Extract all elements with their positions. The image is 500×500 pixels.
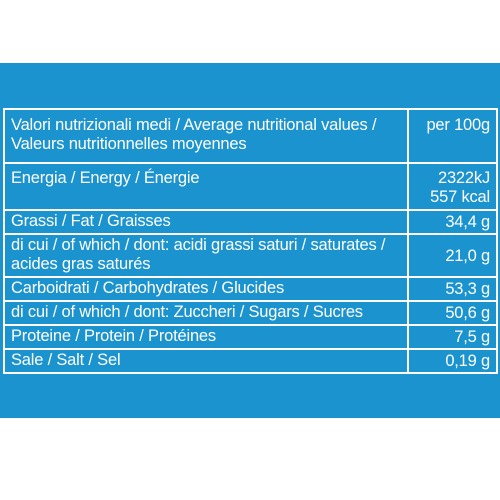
sugars-value: 50,6 g (407, 300, 498, 326)
header-label-line1: Valori nutrizionali medi / Average nutri… (11, 116, 377, 134)
protein-value: 7,5 g (407, 324, 498, 350)
header-label-cell: Valori nutrizionali medi / Average nutri… (3, 108, 409, 164)
energy-label: Energia / Energy / Énergie (3, 162, 409, 211)
table-row-protein: Proteine / Protein / Protéines 7,5 g (3, 324, 498, 350)
saturates-label-line1: di cui / of which / dont: acidi grassi s… (11, 236, 386, 254)
saturates-label-cell: di cui / of which / dont: acidi grassi s… (3, 233, 409, 278)
energy-value-cell: 2322kJ 557 kcal (407, 162, 498, 211)
table-row-saturates: di cui / of which / dont: acidi grassi s… (3, 233, 498, 278)
table-row-salt: Sale / Salt / Sel 0,19 g (3, 348, 498, 374)
header-label-line2: Valeurs nutritionnelles moyennes (11, 135, 247, 153)
carbohydrates-value: 53,3 g (407, 276, 498, 302)
energy-value-kj: 2322kJ (437, 169, 490, 187)
saturates-value: 21,0 g (407, 233, 498, 278)
header-value-cell: per 100g (407, 108, 498, 164)
table-header-row: Valori nutrizionali medi / Average nutri… (3, 108, 498, 164)
fat-value: 34,4 g (407, 209, 498, 235)
sugars-label: di cui / of which / dont: Zuccheri / Sug… (3, 300, 409, 326)
table-row-carbohydrates: Carboidrati / Carbohydrates / Glucides 5… (3, 276, 498, 302)
energy-value-kcal: 557 kcal (430, 188, 490, 206)
nutrition-table: Valori nutrizionali medi / Average nutri… (3, 108, 498, 374)
salt-value: 0,19 g (407, 348, 498, 374)
table-row-sugars: di cui / of which / dont: Zuccheri / Sug… (3, 300, 498, 326)
protein-label: Proteine / Protein / Protéines (3, 324, 409, 350)
table-row-fat: Grassi / Fat / Graisses 34,4 g (3, 209, 498, 235)
carbohydrates-label: Carboidrati / Carbohydrates / Glucides (3, 276, 409, 302)
saturates-label-line2: acides gras saturés (11, 255, 151, 273)
salt-label: Sale / Salt / Sel (3, 348, 409, 374)
fat-label: Grassi / Fat / Graisses (3, 209, 409, 235)
table-row-energy: Energia / Energy / Énergie 2322kJ 557 kc… (3, 162, 498, 211)
